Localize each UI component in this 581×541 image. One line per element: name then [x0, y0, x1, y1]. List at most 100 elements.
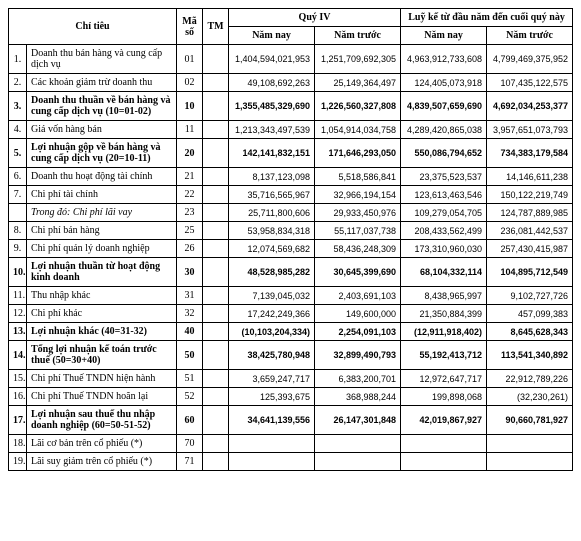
- cell-l-now: 21,350,884,399: [401, 305, 487, 323]
- cell-l-prev: 457,099,383: [487, 305, 573, 323]
- cell-ms: 10: [177, 92, 203, 121]
- cell-index: 12.: [9, 305, 27, 323]
- cell-tm: [203, 45, 229, 74]
- cell-q-now: 17,242,249,366: [229, 305, 315, 323]
- cell-tm: [203, 305, 229, 323]
- header-chi-tieu: Chỉ tiêu: [9, 9, 177, 45]
- header-l-prev: Năm trước: [487, 27, 573, 45]
- table-row: Trong đó: Chi phí lãi vay2325,711,800,60…: [9, 204, 573, 222]
- cell-index: 11.: [9, 287, 27, 305]
- header-tm: TM: [203, 9, 229, 45]
- cell-ms: 52: [177, 388, 203, 406]
- cell-q-prev: 2,254,091,103: [315, 323, 401, 341]
- cell-l-now: 4,963,912,733,608: [401, 45, 487, 74]
- cell-index: 5.: [9, 139, 27, 168]
- cell-ms: 01: [177, 45, 203, 74]
- cell-name: Lợi nhuận thuần từ hoạt động kinh doanh: [27, 258, 177, 287]
- cell-index: [9, 204, 27, 222]
- cell-ms: 22: [177, 186, 203, 204]
- cell-ms: 31: [177, 287, 203, 305]
- cell-index: 10.: [9, 258, 27, 287]
- cell-l-prev: 14,146,611,238: [487, 168, 573, 186]
- cell-l-now: [401, 453, 487, 471]
- table-row: 5.Lợi nhuận gộp về bán hàng và cung cấp …: [9, 139, 573, 168]
- cell-tm: [203, 341, 229, 370]
- cell-q-prev: 32,966,194,154: [315, 186, 401, 204]
- cell-index: 6.: [9, 168, 27, 186]
- cell-ms: 02: [177, 74, 203, 92]
- cell-q-prev: 58,436,248,309: [315, 240, 401, 258]
- cell-l-prev: 257,430,415,987: [487, 240, 573, 258]
- cell-tm: [203, 388, 229, 406]
- cell-q-now: [229, 453, 315, 471]
- cell-tm: [203, 258, 229, 287]
- cell-l-prev: 107,435,122,575: [487, 74, 573, 92]
- cell-index: 19.: [9, 453, 27, 471]
- cell-index: 3.: [9, 92, 27, 121]
- cell-l-now: 208,433,562,499: [401, 222, 487, 240]
- cell-l-prev: 4,692,034,253,377: [487, 92, 573, 121]
- cell-q-prev: 1,251,709,692,305: [315, 45, 401, 74]
- cell-q-now: 48,528,985,282: [229, 258, 315, 287]
- cell-tm: [203, 287, 229, 305]
- cell-q-now: 142,141,832,151: [229, 139, 315, 168]
- header-l-now: Năm nay: [401, 27, 487, 45]
- cell-ms: 60: [177, 406, 203, 435]
- cell-q-prev: 171,646,293,050: [315, 139, 401, 168]
- cell-tm: [203, 323, 229, 341]
- cell-name: Thu nhập khác: [27, 287, 177, 305]
- cell-l-now: [401, 435, 487, 453]
- cell-l-now: 550,086,794,652: [401, 139, 487, 168]
- cell-tm: [203, 435, 229, 453]
- cell-index: 15.: [9, 370, 27, 388]
- cell-name: Doanh thu thuần về bán hàng và cung cấp …: [27, 92, 177, 121]
- header-q-prev: Năm trước: [315, 27, 401, 45]
- cell-ms: 70: [177, 435, 203, 453]
- cell-l-now: 173,310,960,030: [401, 240, 487, 258]
- table-row: 8.Chi phí bán hàng2553,958,834,31855,117…: [9, 222, 573, 240]
- cell-l-now: 199,898,068: [401, 388, 487, 406]
- cell-l-prev: [487, 453, 573, 471]
- cell-name: Giá vốn hàng bán: [27, 121, 177, 139]
- table-row: 4.Giá vốn hàng bán111,213,343,497,5391,0…: [9, 121, 573, 139]
- cell-index: 16.: [9, 388, 27, 406]
- table-row: 9.Chi phí quản lý doanh nghiệp2612,074,5…: [9, 240, 573, 258]
- cell-q-now: 38,425,780,948: [229, 341, 315, 370]
- cell-name: Chi phí bán hàng: [27, 222, 177, 240]
- cell-l-now: 55,192,413,712: [401, 341, 487, 370]
- cell-l-prev: 104,895,712,549: [487, 258, 573, 287]
- cell-l-prev: 9,102,727,726: [487, 287, 573, 305]
- cell-tm: [203, 168, 229, 186]
- cell-q-now: 49,108,692,263: [229, 74, 315, 92]
- cell-q-prev: 32,899,490,793: [315, 341, 401, 370]
- cell-tm: [203, 121, 229, 139]
- cell-q-prev: 149,600,000: [315, 305, 401, 323]
- header-q-now: Năm nay: [229, 27, 315, 45]
- cell-q-now: 12,074,569,682: [229, 240, 315, 258]
- cell-name: Chi phí Thuế TNDN hoãn lại: [27, 388, 177, 406]
- table-row: 13.Lợi nhuận khác (40=31-32)40(10,103,20…: [9, 323, 573, 341]
- cell-l-now: 124,405,073,918: [401, 74, 487, 92]
- cell-ms: 71: [177, 453, 203, 471]
- header-quy4: Quý IV: [229, 9, 401, 27]
- table-row: 7.Chi phí tài chính2235,716,565,96732,96…: [9, 186, 573, 204]
- cell-ms: 20: [177, 139, 203, 168]
- cell-ms: 50: [177, 341, 203, 370]
- cell-q-prev: 25,149,364,497: [315, 74, 401, 92]
- table-row: 1.Doanh thu bán hàng và cung cấp dịch vụ…: [9, 45, 573, 74]
- cell-tm: [203, 92, 229, 121]
- cell-l-prev: 150,122,219,749: [487, 186, 573, 204]
- cell-q-now: 7,139,045,032: [229, 287, 315, 305]
- cell-l-now: 109,279,054,705: [401, 204, 487, 222]
- cell-q-now: 3,659,247,717: [229, 370, 315, 388]
- cell-name: Chi phí tài chính: [27, 186, 177, 204]
- cell-name: Lợi nhuận khác (40=31-32): [27, 323, 177, 341]
- cell-q-now: 35,716,565,967: [229, 186, 315, 204]
- cell-tm: [203, 406, 229, 435]
- cell-l-now: 12,972,647,717: [401, 370, 487, 388]
- cell-name: Lợi nhuận gộp về bán hàng và cung cấp dị…: [27, 139, 177, 168]
- cell-l-prev: 4,799,469,375,952: [487, 45, 573, 74]
- financial-table: Chỉ tiêu Mã số TM Quý IV Luỹ kế từ đầu n…: [8, 8, 573, 471]
- table-row: 2.Các khoản giảm trừ doanh thu0249,108,6…: [9, 74, 573, 92]
- cell-ms: 26: [177, 240, 203, 258]
